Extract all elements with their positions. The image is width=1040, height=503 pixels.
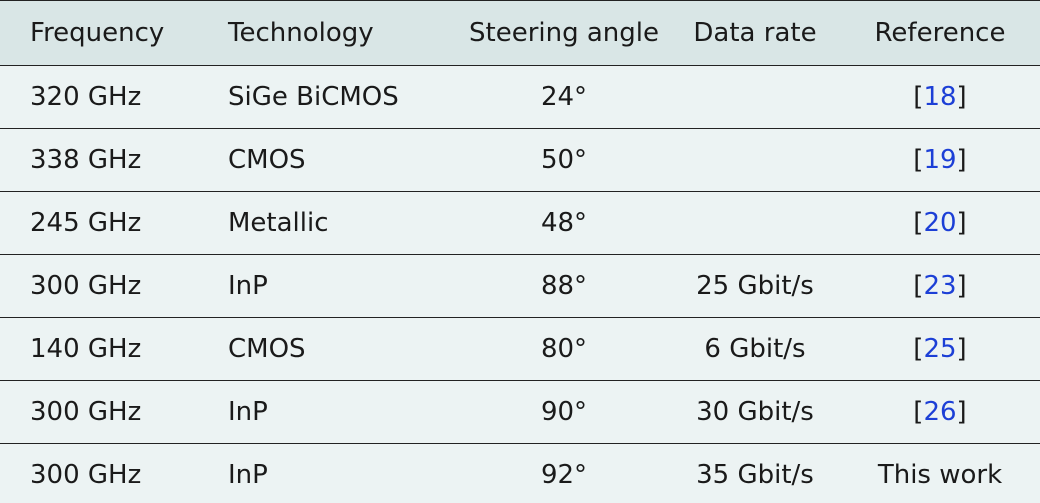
cell-technology: CMOS <box>228 128 458 192</box>
bracket-close: ] <box>956 208 967 238</box>
cell-technology: Metallic <box>228 191 458 255</box>
table-row: 300 GHz InP 92° 35 Gbit/s This work <box>0 443 1040 503</box>
cell-frequency: 300 GHz <box>0 443 228 503</box>
cell-data-rate <box>670 128 840 192</box>
cell-frequency: 338 GHz <box>0 128 228 192</box>
table-row: 300 GHz InP 90° 30 Gbit/s [26] <box>0 380 1040 444</box>
cell-steering-angle: 24° <box>458 65 670 129</box>
cell-reference: [18] <box>840 65 1040 129</box>
cell-data-rate <box>670 65 840 129</box>
cell-data-rate: 6 Gbit/s <box>670 317 840 381</box>
cell-steering-angle: 80° <box>458 317 670 381</box>
reference-link[interactable]: 26 <box>923 397 957 427</box>
bracket-open: [ <box>913 397 924 427</box>
bracket-close: ] <box>956 145 967 175</box>
reference-link[interactable]: 19 <box>923 145 957 175</box>
table-row: 245 GHz Metallic 48° [20] <box>0 191 1040 255</box>
cell-reference: [19] <box>840 128 1040 192</box>
reference-link[interactable]: 18 <box>923 82 957 112</box>
cell-steering-angle: 92° <box>458 443 670 503</box>
cell-technology: CMOS <box>228 317 458 381</box>
cell-technology: InP <box>228 254 458 318</box>
bracket-close: ] <box>956 271 967 301</box>
cell-technology: InP <box>228 443 458 503</box>
header-frequency: Frequency <box>0 0 228 66</box>
bracket-close: ] <box>956 397 967 427</box>
cell-steering-angle: 50° <box>458 128 670 192</box>
reference-link[interactable]: 20 <box>923 208 957 238</box>
cell-reference: [20] <box>840 191 1040 255</box>
cell-frequency: 320 GHz <box>0 65 228 129</box>
table-row: 338 GHz CMOS 50° [19] <box>0 128 1040 192</box>
bracket-close: ] <box>956 82 967 112</box>
bracket-open: [ <box>913 271 924 301</box>
reference-link[interactable]: 25 <box>923 334 957 364</box>
cell-data-rate <box>670 191 840 255</box>
cell-reference: [23] <box>840 254 1040 318</box>
bracket-open: [ <box>913 334 924 364</box>
cell-data-rate: 30 Gbit/s <box>670 380 840 444</box>
cell-data-rate: 25 Gbit/s <box>670 254 840 318</box>
bracket-open: [ <box>913 82 924 112</box>
cell-steering-angle: 88° <box>458 254 670 318</box>
table-row: 140 GHz CMOS 80° 6 Gbit/s [25] <box>0 317 1040 381</box>
cell-reference: [26] <box>840 380 1040 444</box>
cell-frequency: 140 GHz <box>0 317 228 381</box>
cell-frequency: 245 GHz <box>0 191 228 255</box>
reference-link[interactable]: 23 <box>923 271 957 301</box>
table-row: 300 GHz InP 88° 25 Gbit/s [23] <box>0 254 1040 318</box>
header-data-rate: Data rate <box>670 0 840 66</box>
bracket-open: [ <box>913 145 924 175</box>
cell-technology: InP <box>228 380 458 444</box>
header-reference: Reference <box>840 0 1040 66</box>
cell-frequency: 300 GHz <box>0 380 228 444</box>
table-row: 320 GHz SiGe BiCMOS 24° [18] <box>0 65 1040 129</box>
bracket-open: [ <box>913 208 924 238</box>
cell-technology: SiGe BiCMOS <box>228 65 458 129</box>
bracket-close: ] <box>956 334 967 364</box>
cell-data-rate: 35 Gbit/s <box>670 443 840 503</box>
header-technology: Technology <box>228 0 458 66</box>
reference-text: This work <box>877 460 1003 490</box>
cell-steering-angle: 48° <box>458 191 670 255</box>
header-steering-angle: Steering angle <box>458 0 670 66</box>
cell-frequency: 300 GHz <box>0 254 228 318</box>
header-row: Frequency Technology Steering angle Data… <box>0 0 1040 66</box>
cell-reference: [25] <box>840 317 1040 381</box>
cell-steering-angle: 90° <box>458 380 670 444</box>
cell-reference: This work <box>840 443 1040 503</box>
